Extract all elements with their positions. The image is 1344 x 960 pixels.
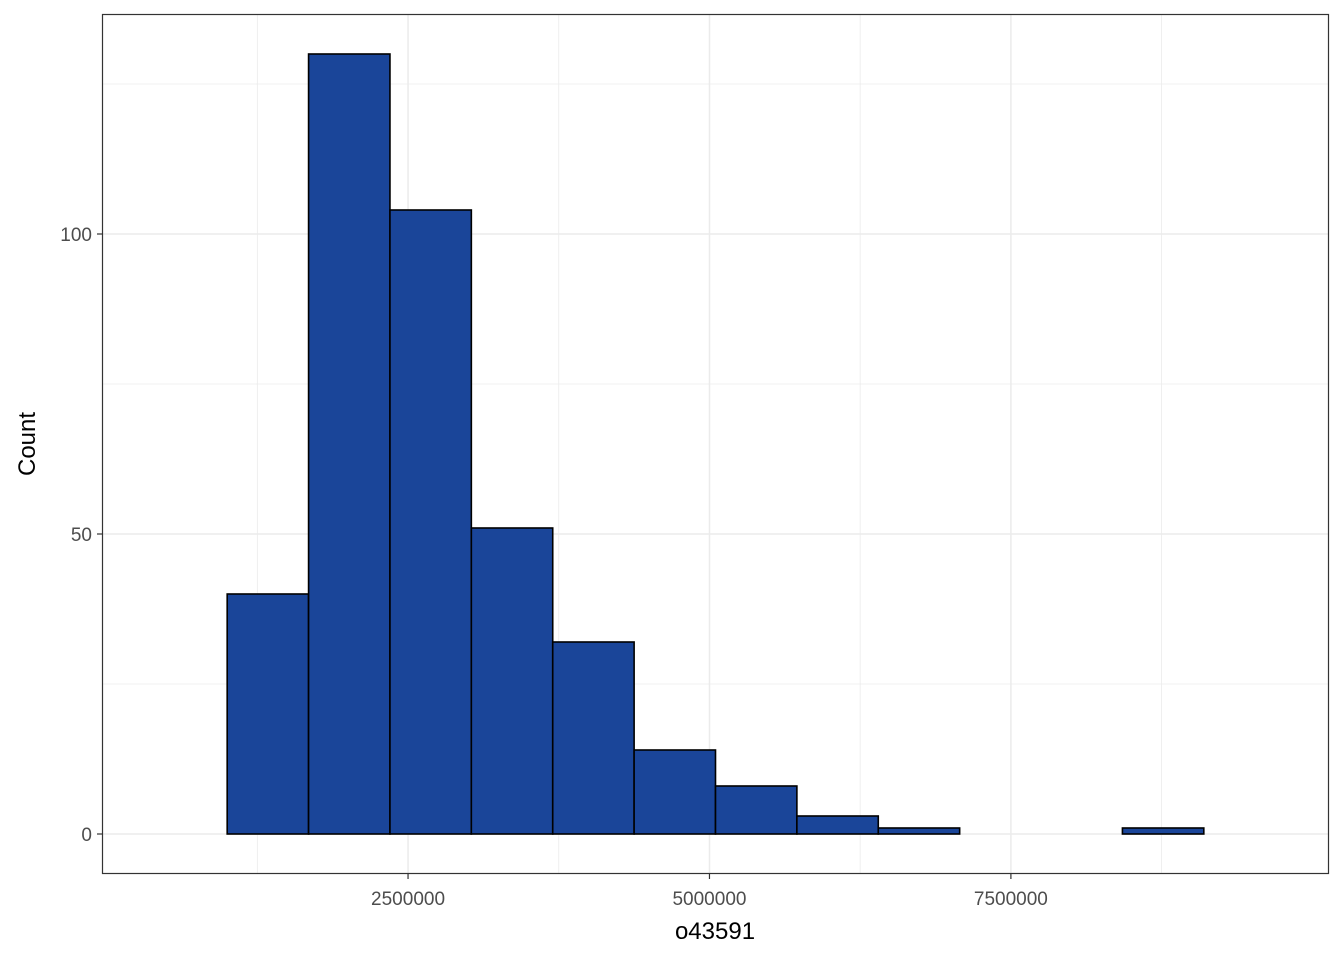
y-axis-title: Count: [14, 412, 41, 476]
x-axis: 2500000 5000000 7500000: [371, 873, 1048, 910]
histogram-bar: [307, 53, 391, 835]
panel-border: [101, 13, 1330, 875]
histogram-bar: [796, 815, 880, 835]
bars-layer: [226, 53, 1205, 835]
y-axis: 0 50 100: [60, 225, 103, 846]
y-tick-label: 50: [71, 525, 92, 546]
histogram-bar: [226, 593, 310, 835]
y-tick-label: 0: [81, 825, 92, 846]
histogram-bar: [551, 641, 635, 835]
y-tick-label: 100: [60, 225, 92, 246]
x-tick-label: 2500000: [371, 889, 445, 910]
x-tick-label: 5000000: [672, 889, 746, 910]
histogram-bar: [470, 527, 554, 835]
histogram-bar: [877, 827, 961, 835]
histogram-bar: [633, 749, 717, 835]
histogram-bar: [389, 209, 473, 835]
x-tick-label: 7500000: [974, 889, 1048, 910]
histogram-bar: [714, 785, 798, 835]
x-axis-title: o43591: [675, 918, 755, 945]
histogram-bar: [1121, 827, 1205, 835]
